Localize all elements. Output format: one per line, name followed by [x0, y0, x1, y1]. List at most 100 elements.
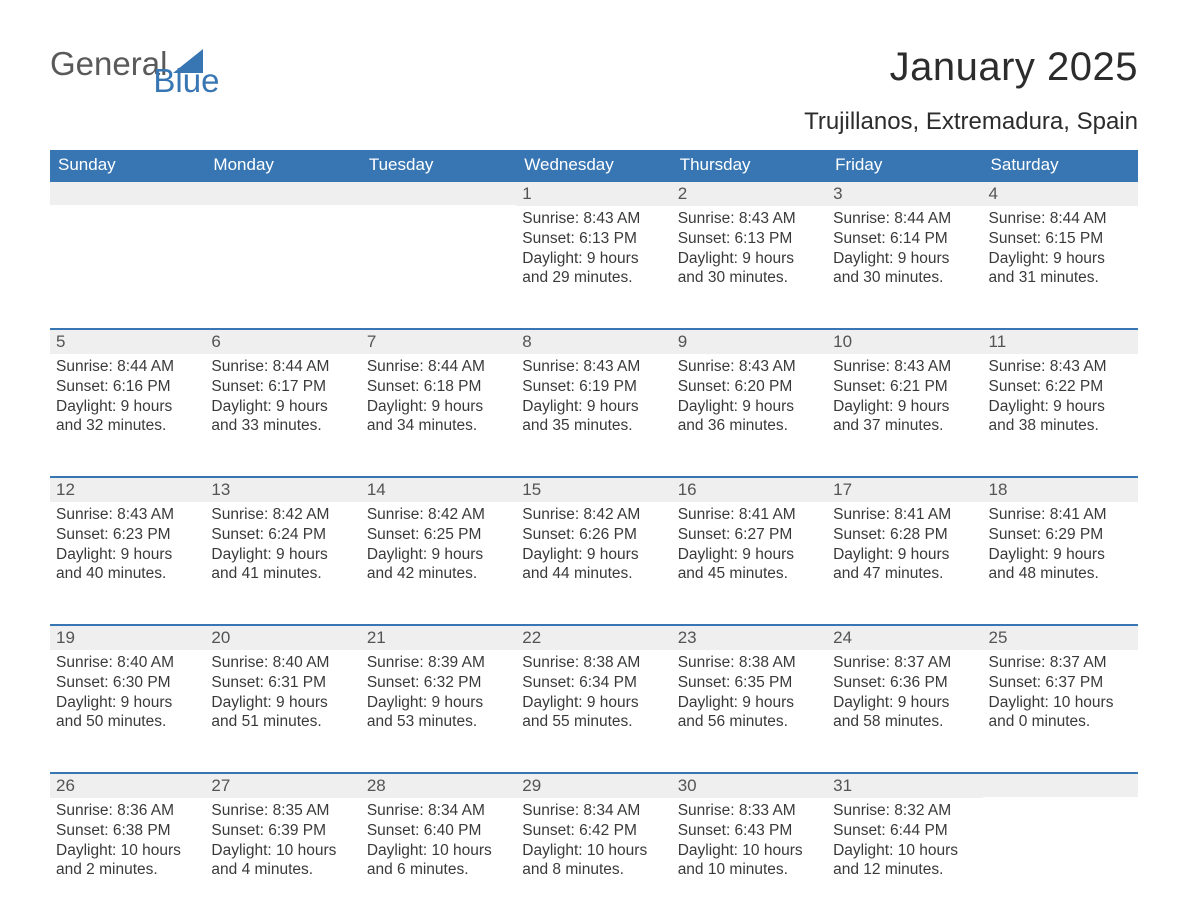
calendar-day-cell: 9Sunrise: 8:43 AMSunset: 6:20 PMDaylight… — [672, 328, 827, 476]
day-details: Sunrise: 8:38 AMSunset: 6:35 PMDaylight:… — [672, 650, 827, 736]
calendar-day-cell: 23Sunrise: 8:38 AMSunset: 6:35 PMDayligh… — [672, 624, 827, 772]
weekday-header-row: SundayMondayTuesdayWednesdayThursdayFrid… — [50, 150, 1138, 180]
day-number: 1 — [516, 180, 671, 206]
day-details: Sunrise: 8:41 AMSunset: 6:29 PMDaylight:… — [983, 502, 1138, 588]
day-details: Sunrise: 8:41 AMSunset: 6:27 PMDaylight:… — [672, 502, 827, 588]
calendar-day-cell: 19Sunrise: 8:40 AMSunset: 6:30 PMDayligh… — [50, 624, 205, 772]
calendar-week-row: 12Sunrise: 8:43 AMSunset: 6:23 PMDayligh… — [50, 476, 1138, 624]
day-details: Sunrise: 8:43 AMSunset: 6:19 PMDaylight:… — [516, 354, 671, 440]
calendar-week-row: 1Sunrise: 8:43 AMSunset: 6:13 PMDaylight… — [50, 180, 1138, 328]
calendar-day-cell: 28Sunrise: 8:34 AMSunset: 6:40 PMDayligh… — [361, 772, 516, 920]
calendar-day-cell: 16Sunrise: 8:41 AMSunset: 6:27 PMDayligh… — [672, 476, 827, 624]
brand-part2: Blue — [153, 62, 219, 100]
calendar-day-cell: 17Sunrise: 8:41 AMSunset: 6:28 PMDayligh… — [827, 476, 982, 624]
day-details: Sunrise: 8:34 AMSunset: 6:42 PMDaylight:… — [516, 798, 671, 884]
weekday-header: Wednesday — [516, 150, 671, 180]
weekday-header: Sunday — [50, 150, 205, 180]
day-details: Sunrise: 8:41 AMSunset: 6:28 PMDaylight:… — [827, 502, 982, 588]
day-number: 22 — [516, 624, 671, 650]
day-details: Sunrise: 8:43 AMSunset: 6:21 PMDaylight:… — [827, 354, 982, 440]
weekday-header: Thursday — [672, 150, 827, 180]
calendar-day-cell: 2Sunrise: 8:43 AMSunset: 6:13 PMDaylight… — [672, 180, 827, 328]
day-details: Sunrise: 8:33 AMSunset: 6:43 PMDaylight:… — [672, 798, 827, 884]
day-number: 23 — [672, 624, 827, 650]
day-number — [50, 180, 205, 205]
day-details: Sunrise: 8:42 AMSunset: 6:26 PMDaylight:… — [516, 502, 671, 588]
day-details: Sunrise: 8:44 AMSunset: 6:14 PMDaylight:… — [827, 206, 982, 292]
calendar-day-cell: 1Sunrise: 8:43 AMSunset: 6:13 PMDaylight… — [516, 180, 671, 328]
calendar-week-row: 5Sunrise: 8:44 AMSunset: 6:16 PMDaylight… — [50, 328, 1138, 476]
day-details: Sunrise: 8:39 AMSunset: 6:32 PMDaylight:… — [361, 650, 516, 736]
day-details: Sunrise: 8:43 AMSunset: 6:20 PMDaylight:… — [672, 354, 827, 440]
calendar-day-cell: 31Sunrise: 8:32 AMSunset: 6:44 PMDayligh… — [827, 772, 982, 920]
day-details: Sunrise: 8:37 AMSunset: 6:36 PMDaylight:… — [827, 650, 982, 736]
calendar-day-cell: 14Sunrise: 8:42 AMSunset: 6:25 PMDayligh… — [361, 476, 516, 624]
location-label: Trujillanos, Extremadura, Spain — [804, 108, 1138, 136]
day-details: Sunrise: 8:43 AMSunset: 6:13 PMDaylight:… — [516, 206, 671, 292]
calendar-day-cell: 21Sunrise: 8:39 AMSunset: 6:32 PMDayligh… — [361, 624, 516, 772]
day-number: 16 — [672, 476, 827, 502]
weekday-header: Friday — [827, 150, 982, 180]
calendar-week-row: 26Sunrise: 8:36 AMSunset: 6:38 PMDayligh… — [50, 772, 1138, 920]
day-details: Sunrise: 8:42 AMSunset: 6:25 PMDaylight:… — [361, 502, 516, 588]
calendar-day-cell: 11Sunrise: 8:43 AMSunset: 6:22 PMDayligh… — [983, 328, 1138, 476]
day-number: 18 — [983, 476, 1138, 502]
calendar-day-cell: 10Sunrise: 8:43 AMSunset: 6:21 PMDayligh… — [827, 328, 982, 476]
day-number: 24 — [827, 624, 982, 650]
day-number: 14 — [361, 476, 516, 502]
day-number: 27 — [205, 772, 360, 798]
month-title: January 2025 — [804, 45, 1138, 90]
day-details: Sunrise: 8:40 AMSunset: 6:31 PMDaylight:… — [205, 650, 360, 736]
calendar-day-cell: 18Sunrise: 8:41 AMSunset: 6:29 PMDayligh… — [983, 476, 1138, 624]
calendar-day-cell: 4Sunrise: 8:44 AMSunset: 6:15 PMDaylight… — [983, 180, 1138, 328]
day-number: 15 — [516, 476, 671, 502]
calendar-day-cell: 8Sunrise: 8:43 AMSunset: 6:19 PMDaylight… — [516, 328, 671, 476]
calendar-day-cell: 26Sunrise: 8:36 AMSunset: 6:38 PMDayligh… — [50, 772, 205, 920]
calendar-body: 1Sunrise: 8:43 AMSunset: 6:13 PMDaylight… — [50, 180, 1138, 920]
day-number: 25 — [983, 624, 1138, 650]
day-number — [361, 180, 516, 205]
day-number: 19 — [50, 624, 205, 650]
weekday-header: Monday — [205, 150, 360, 180]
calendar-day-cell: 22Sunrise: 8:38 AMSunset: 6:34 PMDayligh… — [516, 624, 671, 772]
brand-logo: General Blue — [50, 45, 271, 83]
day-number: 31 — [827, 772, 982, 798]
calendar-day-cell: 13Sunrise: 8:42 AMSunset: 6:24 PMDayligh… — [205, 476, 360, 624]
day-number: 21 — [361, 624, 516, 650]
day-number: 13 — [205, 476, 360, 502]
calendar-day-cell: 27Sunrise: 8:35 AMSunset: 6:39 PMDayligh… — [205, 772, 360, 920]
day-number: 5 — [50, 328, 205, 354]
day-number: 4 — [983, 180, 1138, 206]
day-number: 28 — [361, 772, 516, 798]
day-number: 17 — [827, 476, 982, 502]
day-details: Sunrise: 8:36 AMSunset: 6:38 PMDaylight:… — [50, 798, 205, 884]
day-details: Sunrise: 8:44 AMSunset: 6:17 PMDaylight:… — [205, 354, 360, 440]
day-details: Sunrise: 8:35 AMSunset: 6:39 PMDaylight:… — [205, 798, 360, 884]
day-details: Sunrise: 8:37 AMSunset: 6:37 PMDaylight:… — [983, 650, 1138, 736]
day-number: 11 — [983, 328, 1138, 354]
day-details: Sunrise: 8:44 AMSunset: 6:18 PMDaylight:… — [361, 354, 516, 440]
day-number: 2 — [672, 180, 827, 206]
day-number: 30 — [672, 772, 827, 798]
day-number: 29 — [516, 772, 671, 798]
day-number: 6 — [205, 328, 360, 354]
day-details: Sunrise: 8:38 AMSunset: 6:34 PMDaylight:… — [516, 650, 671, 736]
calendar-day-cell — [205, 180, 360, 328]
day-details: Sunrise: 8:44 AMSunset: 6:15 PMDaylight:… — [983, 206, 1138, 292]
weekday-header: Saturday — [983, 150, 1138, 180]
brand-part1: General — [50, 45, 167, 83]
day-number: 8 — [516, 328, 671, 354]
day-number: 10 — [827, 328, 982, 354]
day-number: 7 — [361, 328, 516, 354]
day-number: 20 — [205, 624, 360, 650]
calendar-day-cell: 3Sunrise: 8:44 AMSunset: 6:14 PMDaylight… — [827, 180, 982, 328]
calendar-day-cell: 5Sunrise: 8:44 AMSunset: 6:16 PMDaylight… — [50, 328, 205, 476]
calendar-day-cell: 29Sunrise: 8:34 AMSunset: 6:42 PMDayligh… — [516, 772, 671, 920]
day-number: 9 — [672, 328, 827, 354]
calendar-week-row: 19Sunrise: 8:40 AMSunset: 6:30 PMDayligh… — [50, 624, 1138, 772]
calendar-day-cell — [50, 180, 205, 328]
calendar-day-cell: 20Sunrise: 8:40 AMSunset: 6:31 PMDayligh… — [205, 624, 360, 772]
calendar-day-cell: 15Sunrise: 8:42 AMSunset: 6:26 PMDayligh… — [516, 476, 671, 624]
calendar-day-cell: 7Sunrise: 8:44 AMSunset: 6:18 PMDaylight… — [361, 328, 516, 476]
day-details: Sunrise: 8:42 AMSunset: 6:24 PMDaylight:… — [205, 502, 360, 588]
